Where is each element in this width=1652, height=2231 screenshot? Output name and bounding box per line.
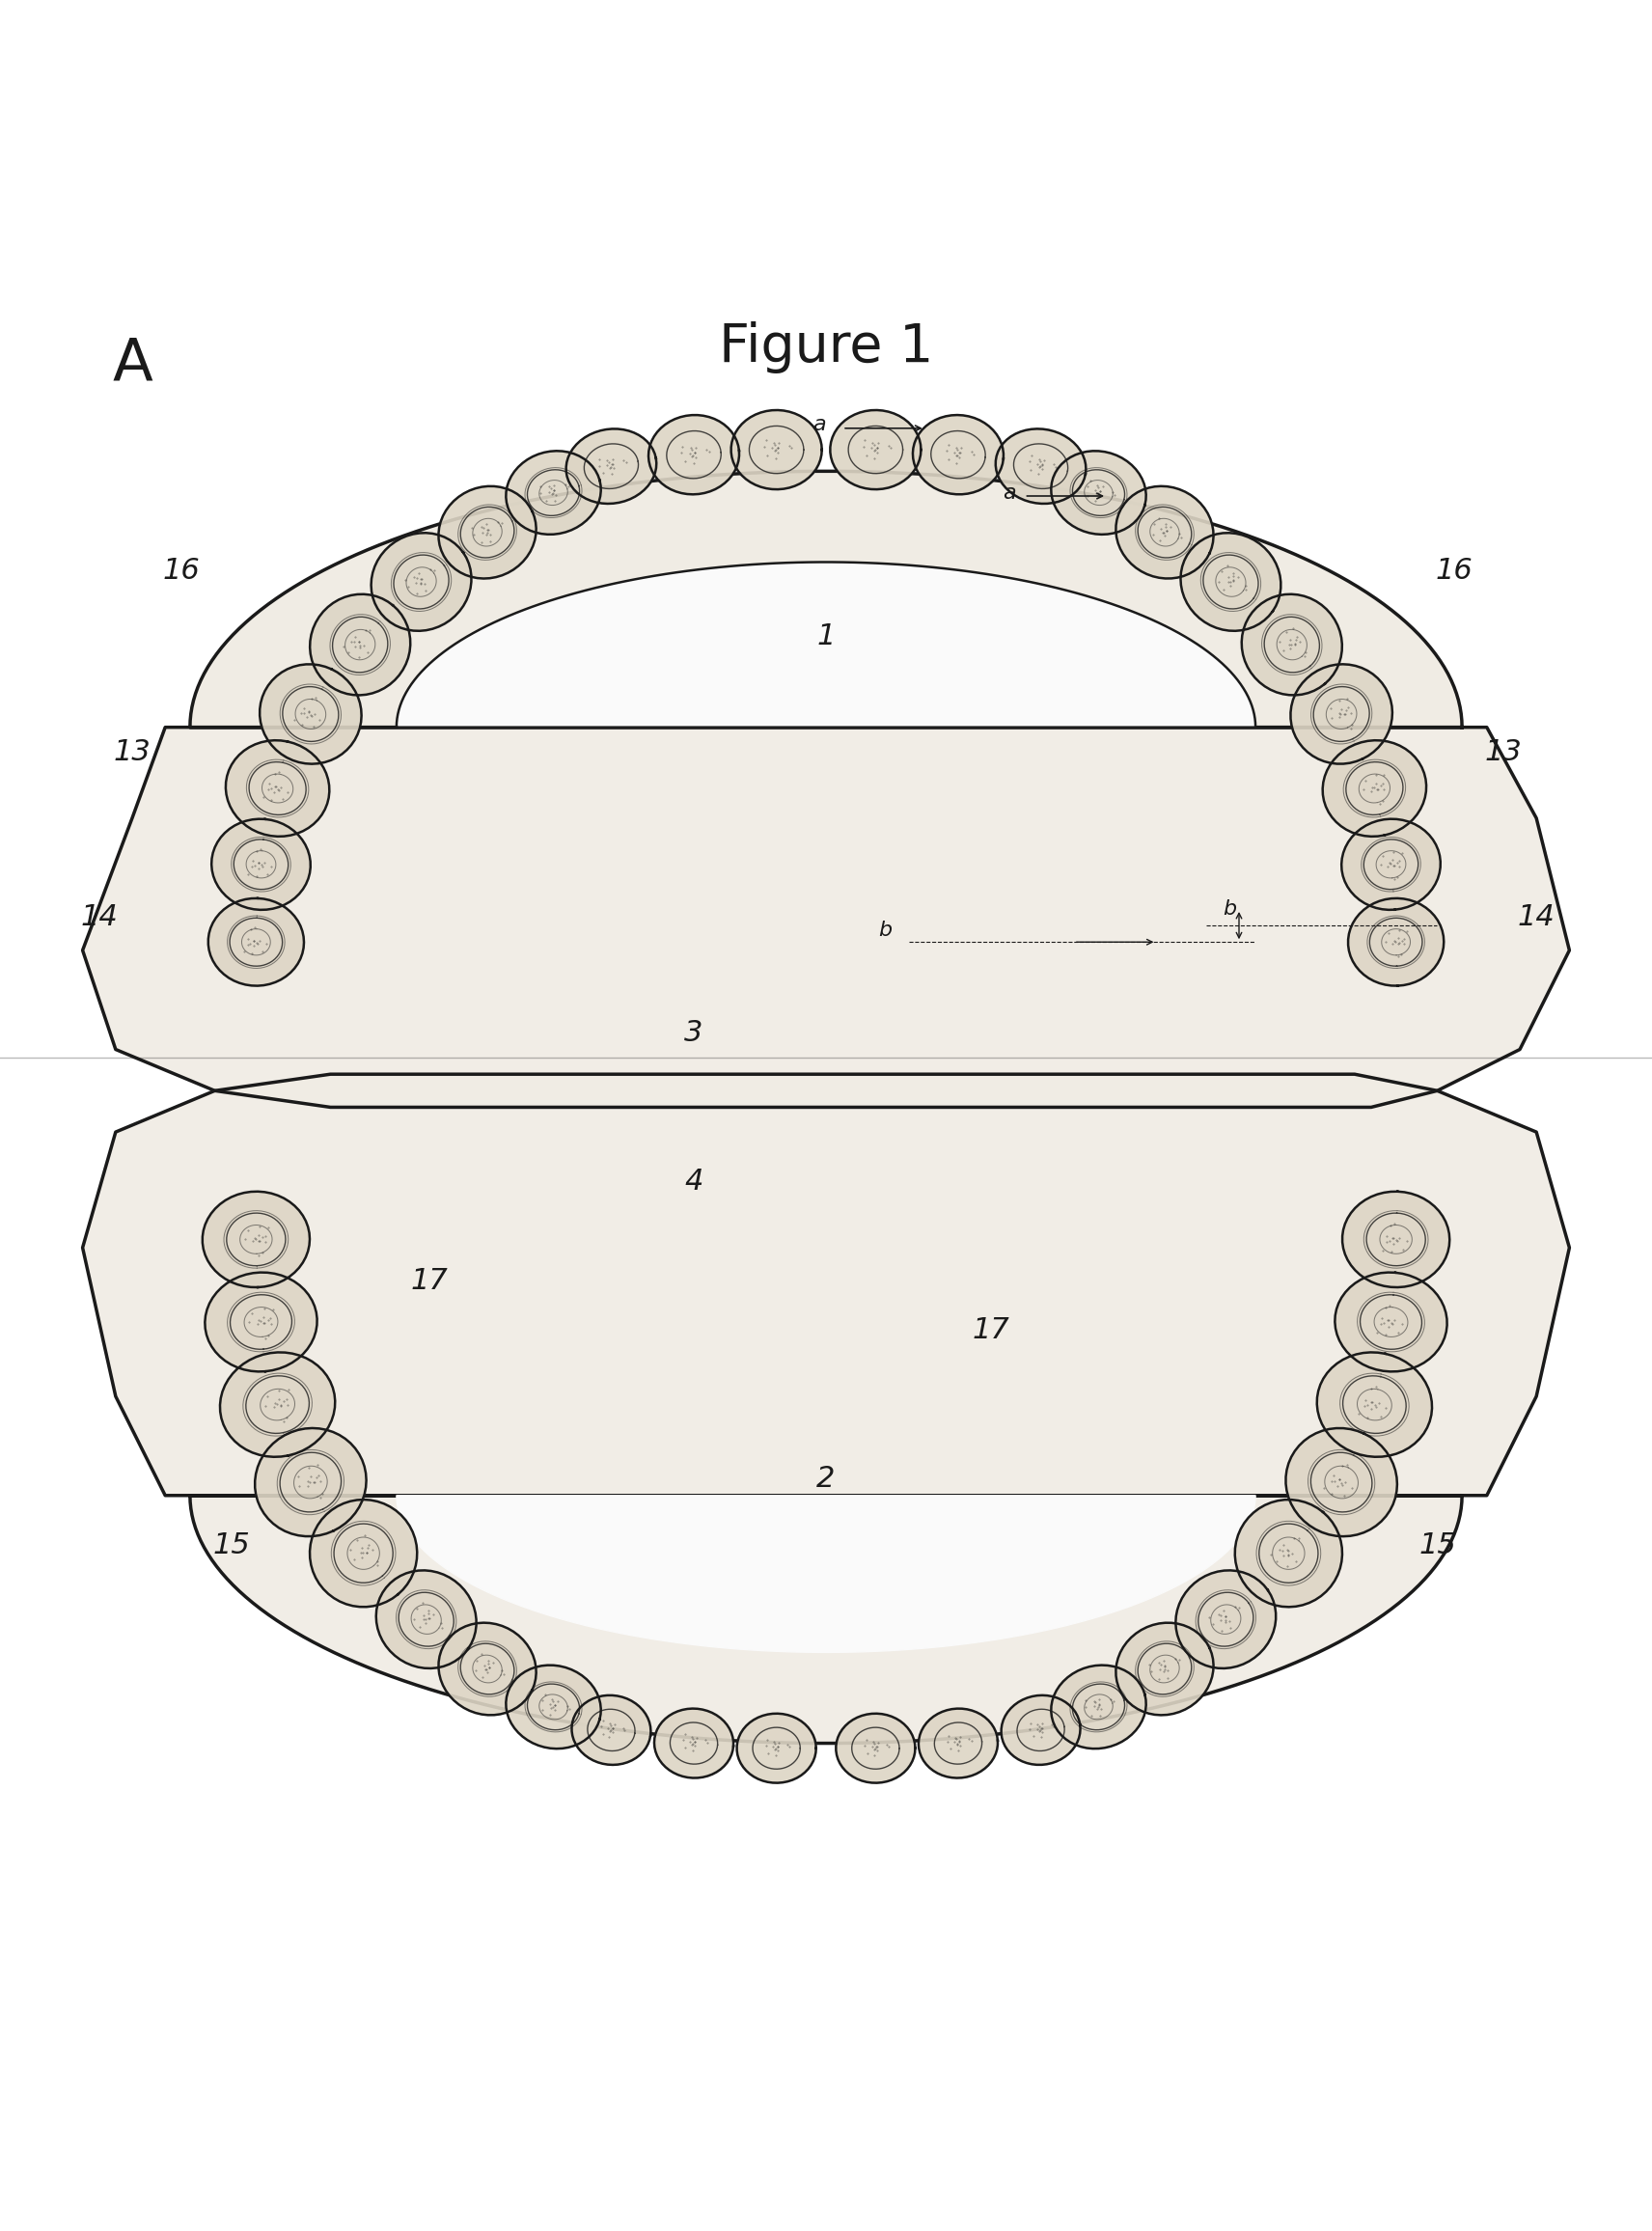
Polygon shape — [438, 1622, 537, 1716]
Polygon shape — [83, 1073, 1569, 1742]
Polygon shape — [831, 411, 920, 489]
Polygon shape — [1285, 1428, 1398, 1537]
Polygon shape — [83, 471, 1569, 1107]
Polygon shape — [377, 1571, 476, 1669]
Polygon shape — [1290, 665, 1393, 763]
Polygon shape — [259, 665, 362, 763]
Text: 2: 2 — [816, 1466, 836, 1493]
Polygon shape — [311, 593, 410, 696]
Text: A: A — [112, 335, 152, 393]
Polygon shape — [1001, 1696, 1080, 1765]
Text: 17: 17 — [411, 1267, 448, 1294]
Text: 14: 14 — [1518, 904, 1555, 930]
Text: 14: 14 — [81, 904, 117, 930]
Polygon shape — [311, 1499, 416, 1606]
Polygon shape — [1115, 1622, 1214, 1716]
Polygon shape — [919, 1709, 998, 1778]
Text: b: b — [1222, 899, 1236, 919]
Polygon shape — [396, 562, 1256, 727]
Polygon shape — [190, 471, 1462, 727]
Polygon shape — [1176, 1571, 1275, 1669]
Text: 3: 3 — [684, 1020, 704, 1046]
Text: 16: 16 — [164, 556, 200, 585]
Text: 15: 15 — [213, 1530, 249, 1559]
Polygon shape — [1242, 593, 1341, 696]
Text: 4: 4 — [684, 1167, 704, 1196]
Text: 17: 17 — [973, 1316, 1009, 1345]
Text: 15: 15 — [1419, 1530, 1455, 1559]
Polygon shape — [254, 1428, 367, 1537]
Polygon shape — [1051, 451, 1146, 535]
Polygon shape — [1236, 1499, 1341, 1606]
Polygon shape — [737, 1713, 816, 1783]
Polygon shape — [836, 1713, 915, 1783]
Text: Figure 1: Figure 1 — [719, 321, 933, 373]
Polygon shape — [1181, 533, 1280, 631]
Text: a: a — [813, 415, 826, 435]
Polygon shape — [203, 1191, 309, 1287]
Polygon shape — [1323, 741, 1426, 837]
Text: 13: 13 — [1485, 738, 1521, 765]
Polygon shape — [567, 428, 656, 504]
Text: 13: 13 — [114, 738, 150, 765]
Polygon shape — [732, 411, 823, 489]
Polygon shape — [1051, 1664, 1146, 1749]
Polygon shape — [914, 415, 1003, 495]
Text: a: a — [1003, 484, 1016, 502]
Polygon shape — [1317, 1352, 1432, 1457]
Polygon shape — [220, 1352, 335, 1457]
Polygon shape — [1343, 1191, 1449, 1287]
Text: 16: 16 — [1436, 556, 1472, 585]
Polygon shape — [372, 533, 471, 631]
Polygon shape — [1341, 819, 1441, 910]
Polygon shape — [1115, 486, 1214, 578]
Polygon shape — [996, 428, 1085, 504]
Polygon shape — [438, 486, 537, 578]
Polygon shape — [226, 741, 329, 837]
Polygon shape — [572, 1696, 651, 1765]
Text: b: b — [879, 921, 892, 939]
Polygon shape — [396, 1495, 1256, 1653]
Polygon shape — [1348, 899, 1444, 986]
Polygon shape — [649, 415, 738, 495]
Text: 1: 1 — [816, 622, 836, 651]
Polygon shape — [208, 899, 304, 986]
Polygon shape — [1335, 1272, 1447, 1372]
Polygon shape — [205, 1272, 317, 1372]
Polygon shape — [506, 1664, 601, 1749]
Polygon shape — [506, 451, 601, 535]
Polygon shape — [654, 1709, 733, 1778]
Polygon shape — [211, 819, 311, 910]
